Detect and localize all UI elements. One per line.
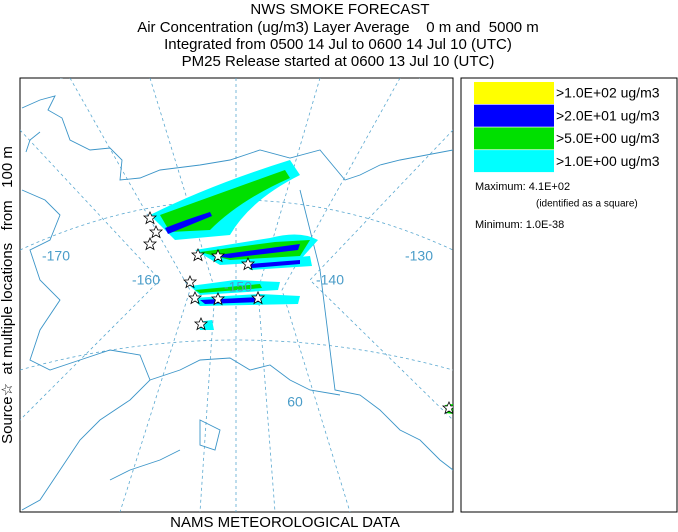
grid-label: -160: [132, 272, 160, 288]
plume: [250, 260, 300, 268]
grid-label: -130: [405, 248, 433, 264]
subtitle: PM25 Release started at 0600 13 Jul 10 (…: [182, 53, 495, 70]
legend-swatch: [474, 104, 554, 127]
legend-label: >5.0E+00 ug/m3: [556, 130, 660, 146]
side-label: Source☆ at multiple locations from 100 m: [0, 146, 16, 444]
legend-label: >1.0E+00 ug/m3: [556, 153, 660, 169]
legend-minimum: Minimum: 1.0E-38: [475, 219, 564, 231]
grid-label: -170: [42, 248, 70, 264]
legend-swatch: [474, 82, 554, 104]
subtitle: Air Concentration (ug/m3) Layer Average …: [137, 19, 539, 36]
legend-maximum-note: (identified as a square): [536, 199, 638, 210]
legend-swatch: [474, 127, 554, 150]
plume: [160, 170, 290, 232]
legend-label: >1.0E+02 ug/m3: [556, 85, 660, 101]
legend-swatch: [474, 150, 554, 173]
legend-maximum: Maximum: 4.1E+02: [475, 181, 570, 193]
source-stars: [142, 211, 453, 415]
grid-label: 60: [287, 394, 303, 410]
plume: [165, 212, 212, 234]
title: NWS SMOKE FORECAST: [250, 1, 429, 18]
plume: [195, 284, 262, 293]
subtitle: Integrated from 0500 14 Jul to 0600 14 J…: [164, 36, 512, 53]
grid-label: -150: [224, 279, 252, 295]
legend: Maximum: 4.1E+02 (identified as a square…: [460, 77, 678, 513]
coastline: [21, 95, 453, 511]
grid-label: -140: [316, 272, 344, 288]
plume: [210, 244, 300, 258]
map: -170 -160 -150 -140 -130 60: [19, 77, 454, 513]
legend-label: >2.0E+01 ug/m3: [556, 107, 660, 123]
footer: NAMS METEOROLOGICAL DATA: [170, 514, 400, 531]
